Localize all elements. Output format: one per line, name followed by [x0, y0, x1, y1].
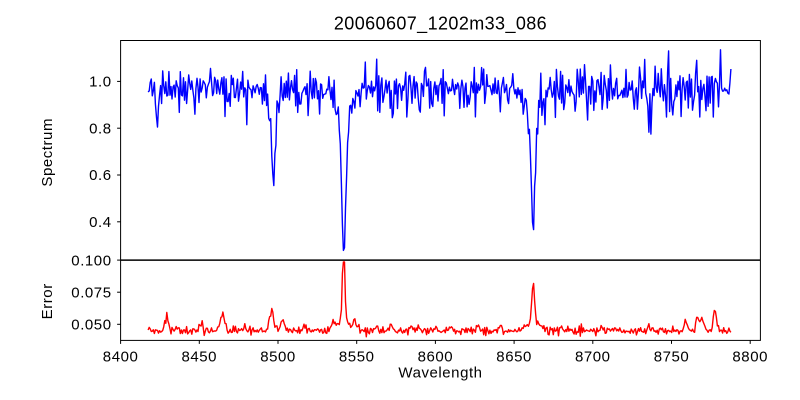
svg-text:0.4: 0.4 — [89, 214, 112, 231]
svg-text:8600: 8600 — [418, 349, 454, 366]
svg-text:0.8: 0.8 — [89, 120, 112, 137]
svg-text:8450: 8450 — [182, 349, 218, 366]
svg-text:Error: Error — [39, 283, 56, 319]
svg-text:8800: 8800 — [732, 349, 768, 366]
svg-text:Wavelength: Wavelength — [398, 365, 482, 382]
svg-text:8650: 8650 — [496, 349, 532, 366]
svg-text:1.0: 1.0 — [89, 74, 112, 91]
svg-text:0.050: 0.050 — [71, 317, 111, 334]
svg-text:Spectrum: Spectrum — [39, 118, 56, 187]
svg-text:8400: 8400 — [103, 349, 139, 366]
svg-text:8500: 8500 — [260, 349, 296, 366]
svg-text:8750: 8750 — [654, 349, 690, 366]
svg-text:8550: 8550 — [339, 349, 375, 366]
svg-text:0.6: 0.6 — [89, 167, 112, 184]
svg-text:8700: 8700 — [575, 349, 611, 366]
svg-text:0.100: 0.100 — [71, 252, 111, 269]
svg-text:20060607_1202m33_086: 20060607_1202m33_086 — [334, 14, 547, 35]
svg-text:0.075: 0.075 — [71, 284, 111, 301]
